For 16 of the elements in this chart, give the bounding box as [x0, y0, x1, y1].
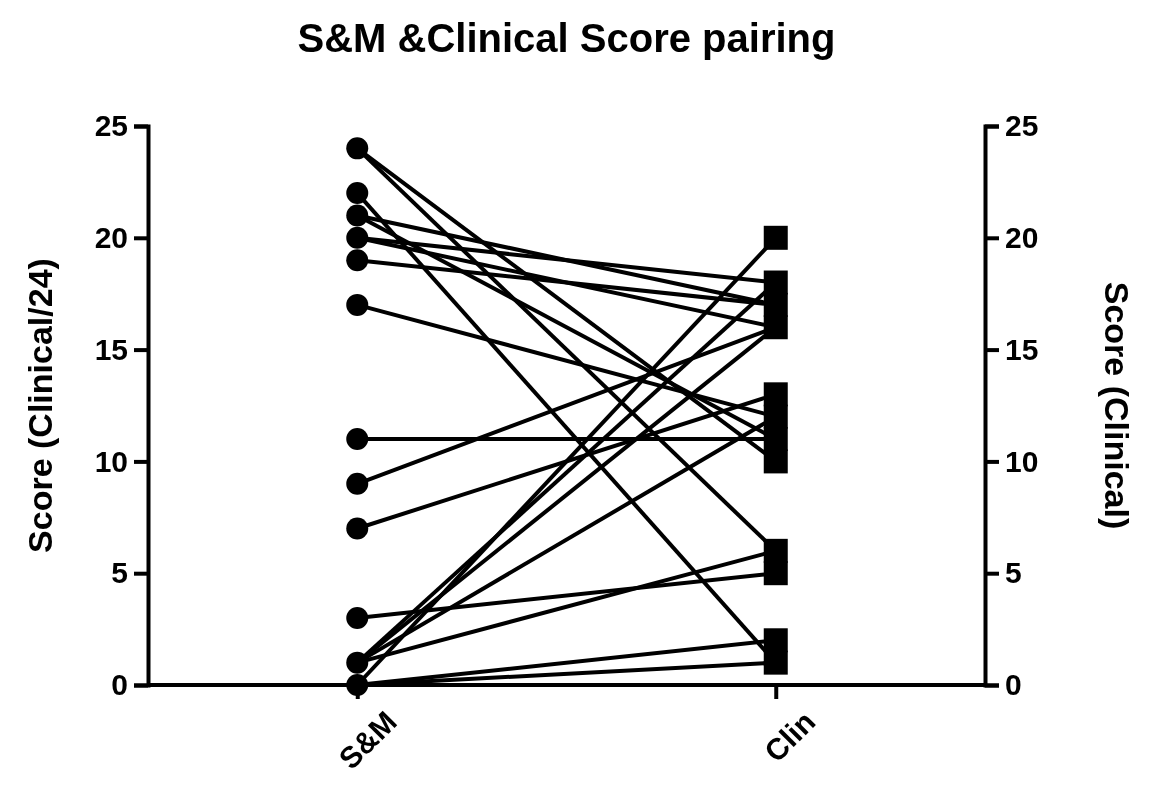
x-tick-label: Clin	[757, 704, 822, 769]
y-tick-label: 15	[94, 332, 128, 366]
y2-tick-label: 0	[1005, 668, 1022, 702]
y2-tick-label: 15	[1005, 332, 1039, 366]
y2-tick-label: 20	[1005, 220, 1039, 254]
chart-title: S&M &Clinical Score pairing	[297, 16, 836, 60]
y-tick-label: 10	[94, 444, 128, 478]
y-tick-label: 25	[94, 109, 128, 143]
y-tick-label: 20	[94, 220, 128, 254]
y-axis-title: Score (Clinical/24)	[21, 258, 59, 553]
y2-axis-title: Score (Clinical)	[1098, 281, 1136, 530]
y-tick-label: 0	[111, 668, 128, 702]
y2-tick-label: 5	[1005, 556, 1022, 590]
y-tick-label: 5	[111, 556, 128, 590]
y2-tick-label: 25	[1005, 109, 1039, 143]
y2-tick-label: 10	[1005, 444, 1039, 478]
